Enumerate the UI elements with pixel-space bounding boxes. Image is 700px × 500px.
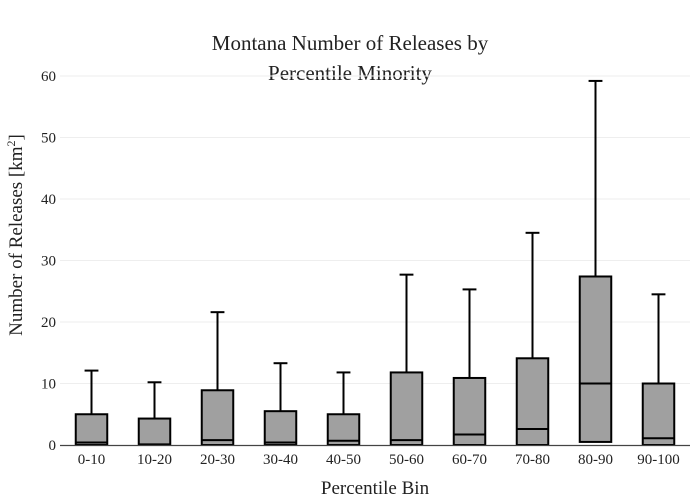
x-tick-label: 80-90 xyxy=(578,452,613,468)
x-tick-label: 30-40 xyxy=(263,452,298,468)
x-tick-label: 70-80 xyxy=(515,452,550,468)
boxes xyxy=(74,79,676,447)
x-tick-label: 40-50 xyxy=(326,452,361,468)
chart-title-line-1: Montana Number of Releases by xyxy=(212,31,489,55)
x-tick-label: 60-70 xyxy=(452,452,487,468)
y-tick-label: 20 xyxy=(41,315,56,331)
box-40-50 xyxy=(326,371,361,446)
x-axis-label: Percentile Bin xyxy=(321,478,430,499)
iqr-box xyxy=(515,357,550,446)
y-tick-label: 30 xyxy=(41,254,56,270)
y-tick-label: 10 xyxy=(41,377,56,393)
x-tick-label: 0-10 xyxy=(78,452,106,468)
iqr-box xyxy=(200,389,235,447)
x-tick-label: 10-20 xyxy=(137,452,172,468)
iqr-box xyxy=(578,275,613,443)
box-0-10 xyxy=(74,369,109,446)
y-axis-label-close: ] xyxy=(6,134,27,140)
iqr-box xyxy=(74,413,109,446)
x-tick-label: 90-100 xyxy=(637,452,680,468)
box-50-60 xyxy=(389,273,424,446)
y-axis-label-main: Number of Releases [km xyxy=(6,146,27,336)
iqr-box xyxy=(137,417,172,446)
y-tick-label: 60 xyxy=(41,69,56,85)
y-axis-label-superscript: 2 xyxy=(4,140,18,146)
iqr-box xyxy=(263,410,298,446)
y-tick-label: 40 xyxy=(41,192,56,208)
iqr-box xyxy=(641,382,676,446)
box-30-40 xyxy=(263,362,298,446)
box-90-100 xyxy=(641,293,676,446)
box-10-20 xyxy=(137,381,172,446)
iqr-box xyxy=(389,371,424,446)
x-tick-labels: 0-10 10-20 20-30 30-40 40-50 50-60 60-70 70-80 8… xyxy=(78,452,680,468)
chart-title-line-2: Percentile Minority xyxy=(268,61,432,85)
box-70-80 xyxy=(515,231,550,446)
x-tick-label: 50-60 xyxy=(389,452,424,468)
y-axis-label: Number of Releases [km2] xyxy=(4,134,27,336)
y-tick-label: 0 xyxy=(49,438,57,454)
x-tick-label: 20-30 xyxy=(200,452,235,468)
y-tick-labels: 0 10 20 30 40 50 60 xyxy=(41,69,56,454)
y-tick-label: 50 xyxy=(41,131,56,147)
box-60-70 xyxy=(452,288,487,446)
box-20-30 xyxy=(200,311,235,447)
box-80-90 xyxy=(578,79,613,443)
